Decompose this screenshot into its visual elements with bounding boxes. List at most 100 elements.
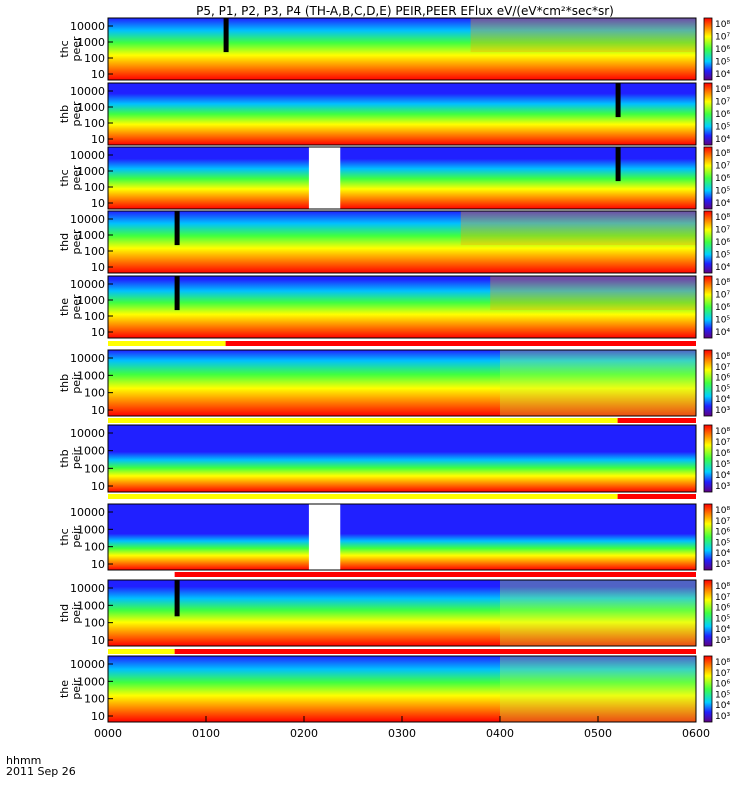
colorbar-label: 10³ [715,712,730,722]
y-tick-label: 10 [91,404,105,417]
panel-frame [107,503,697,571]
x-tick-label: 0000 [94,727,122,740]
colorbar-label: 10⁸ [715,85,730,95]
panel-frame [107,424,697,493]
colorbar-label: 10⁷ [715,291,730,301]
data-gap [308,147,341,209]
status-bar-right [225,341,696,346]
colorbar-label: 10⁸ [715,506,730,516]
colorbar-label: 10⁷ [715,669,730,679]
y-tick-label: 100 [84,617,105,630]
colorbar [703,210,713,274]
panel-frame [107,210,697,274]
x-axis: 0000 0100 0200 0300 0400 0500 0600 [94,716,710,740]
spectrogram-image [108,656,696,722]
colorbar-label: 10⁶ [715,680,730,690]
colorbar-label: 10⁸ [715,658,730,668]
status-bar-right [617,418,696,423]
colorbar [703,82,713,146]
y-tick-label: 10000 [70,85,105,98]
colorbar-label: 10⁷ [715,363,730,373]
x-tick-label: 0300 [388,727,416,740]
colorbar-label: 10⁷ [715,162,730,172]
y-tick-label: 100 [84,181,105,194]
status-bar-left [108,341,226,346]
colorbar-label: 10⁵ [715,123,730,133]
x-axis-label: hhmm [6,754,41,767]
y-tick-label: 10000 [70,213,105,226]
status-bar-left [108,418,618,423]
colorbar-label: 10⁶ [715,174,730,184]
x-tick-label: 0400 [486,727,514,740]
colorbar-label: 10⁵ [715,251,730,261]
y-tick-label: 10 [91,197,105,210]
panel-3-thc-peer: 10 100 1000 10000 thc peer 10⁸ 10⁷ 10⁶ 10⁵ 10⁴ [58,146,730,210]
panel-frame [107,82,697,146]
y-tick-label: 1000 [77,229,105,242]
y-tick-label: 100 [84,245,105,258]
spectrogram-image [108,425,696,492]
y-axis-label: thd [58,604,71,622]
panel-5-the-peer: 10 100 1000 10000 the peer 10⁸ 10⁷ 10⁶ 10⁵ 10⁴ [58,275,730,339]
colorbar-label: 10⁶ [715,303,730,313]
colorbar [703,424,713,493]
y-axis-label: peir [70,372,83,394]
y-axis-label: the [58,298,71,316]
y-tick-label: 1000 [77,369,105,382]
status-bar-left [108,649,175,654]
status-bar-left [108,572,175,577]
spectrogram-image [108,18,696,80]
y-axis-label: peer [70,101,83,127]
y-axis-label: peir [70,447,83,469]
colorbar-label: 10⁸ [715,352,730,362]
colorbar-label: 10⁶ [715,449,730,459]
intensity-overlay [460,211,696,246]
colorbar [703,655,713,723]
colorbar [703,275,713,339]
status-bar-left [108,494,618,499]
colorbar-label: 10⁴ [715,328,730,338]
y-axis-label: thc [58,40,71,57]
colorbar-label: 10⁴ [715,395,730,405]
x-tick-label: 0500 [584,727,612,740]
colorbar-label: 10⁶ [715,110,730,120]
colorbar-label: 10⁶ [715,45,730,55]
colorbar [703,579,713,647]
colorbar-label: 10⁵ [715,187,730,197]
y-tick-label: 1000 [77,36,105,49]
y-tick-label: 10 [91,326,105,339]
intensity-overlay [490,276,696,311]
colorbar-label: 10⁷ [715,593,730,603]
colorbar-label: 10⁸ [715,278,730,288]
panel-frame [107,349,697,417]
panel-1-thc-peer: 10 100 1000 10000 thc peer 10⁸ 10⁷ 10⁶ 10⁵ 10⁴ [58,17,730,81]
status-bar-right [174,649,696,654]
colorbar-label: 10⁶ [715,528,730,538]
colorbar [703,349,713,417]
intensity-overlay [500,350,696,416]
colorbar-label: 10⁴ [715,263,730,273]
colorbar-label: 10⁵ [715,538,730,548]
y-tick-label: 10 [91,558,105,571]
y-tick-label: 10 [91,68,105,81]
y-tick-label: 1000 [77,675,105,688]
colorbar-label: 10³ [715,482,730,492]
y-tick-label: 100 [84,462,105,475]
colorbar-label: 10⁵ [715,384,730,394]
y-tick-label: 100 [84,52,105,65]
y-tick-label: 100 [84,541,105,554]
colorbar-label: 10³ [715,560,730,570]
y-tick-label: 10000 [70,658,105,671]
colorbar-label: 10³ [715,636,730,646]
intensity-overlay [500,656,696,722]
y-tick-label: 10000 [70,427,105,440]
y-tick-label: 10 [91,710,105,723]
y-tick-label: 1000 [77,599,105,612]
spectrogram-image [108,276,696,338]
